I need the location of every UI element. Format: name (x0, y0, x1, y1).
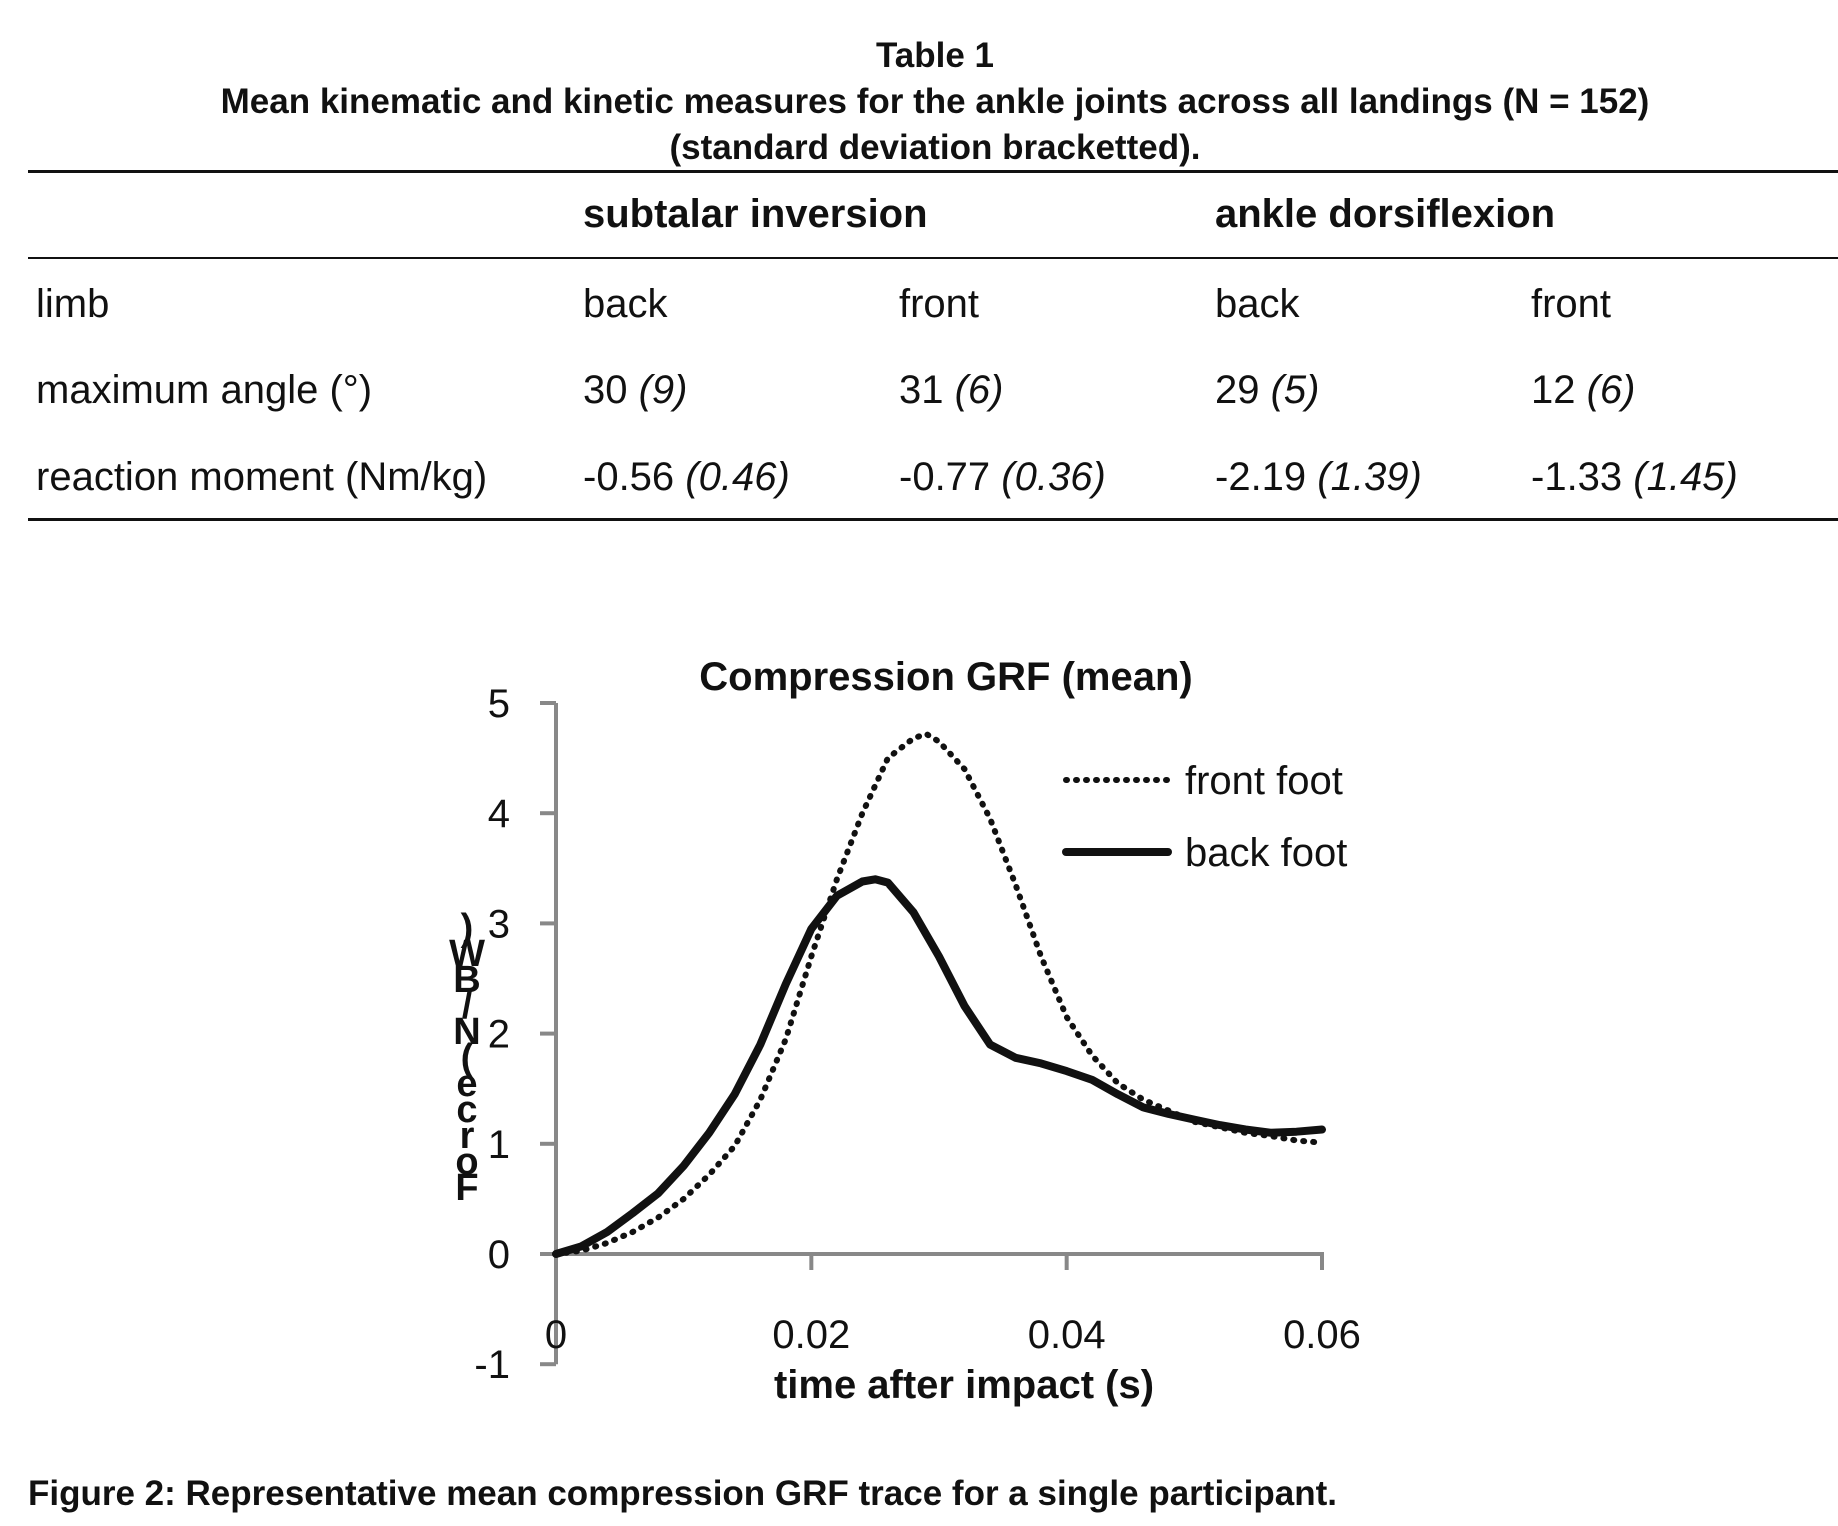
table-cell: 29 (5) (1215, 368, 1320, 412)
y-axis-label-char: ) (461, 907, 474, 949)
table-cell: front (1531, 282, 1612, 326)
group-header-dorsiflexion: ankle dorsiflexion (1215, 192, 1556, 236)
legend-label-front-foot: front foot (1185, 759, 1343, 803)
table-cell: -0.56 (0.46) (583, 455, 790, 499)
back-foot-series-line (552, 875, 1326, 1258)
y-tick-label: 1 (488, 1123, 510, 1167)
y-axis-label-char: / (462, 985, 473, 1027)
chart-legend: front foot back foot (1062, 759, 1347, 875)
table-cell: 31 (6) (899, 368, 1004, 412)
x-tick-label: 0 (545, 1313, 567, 1357)
x-tick-labels: 0 0.02 0.04 0.06 (545, 1313, 1361, 1357)
y-axis-label-char: N (453, 1011, 480, 1053)
x-axis-label: time after impact (s) (774, 1363, 1154, 1407)
table-title-line1: Mean kinematic and kinetic measures for … (220, 82, 1650, 121)
y-axis-label-char: r (460, 1115, 475, 1157)
x-tick-label: 0.02 (772, 1313, 850, 1357)
y-axis-label-char: c (456, 1089, 477, 1131)
table-cell: -0.77 (0.36) (899, 455, 1106, 499)
table-cell: back (1215, 282, 1300, 326)
table-cell: 30 (9) (583, 368, 688, 412)
chart-title: Compression GRF (mean) (699, 655, 1192, 699)
table-title-line2: (standard deviation bracketted). (669, 128, 1201, 167)
row-label: reaction moment (Nm/kg) (36, 455, 488, 499)
y-tick-label: 3 (488, 902, 510, 946)
y-axis-label-char: F (455, 1167, 478, 1209)
legend-label-back-foot: back foot (1185, 831, 1347, 875)
table-bottom-rule (28, 518, 1838, 521)
table-number: Table 1 (875, 36, 994, 75)
y-axis-label-char: o (455, 1141, 478, 1183)
y-tick-label: 0 (488, 1233, 510, 1277)
y-tick-labels: -1 0 1 2 3 4 5 (474, 682, 510, 1387)
table-cell: back (583, 282, 668, 326)
y-tick-label: -1 (474, 1343, 510, 1387)
y-tick-label: 5 (488, 682, 510, 726)
y-axis-label-char: e (456, 1063, 477, 1105)
plot-series (552, 730, 1326, 1258)
table-cell: -1.33 (1.45) (1531, 455, 1738, 499)
table-cell: -2.19 (1.39) (1215, 455, 1422, 499)
y-axis-label-char: ( (461, 1037, 474, 1079)
front-foot-series-line (553, 730, 1325, 1257)
y-axis-label-char: W (449, 933, 485, 975)
y-tick-label: 4 (488, 792, 510, 836)
table-header-rule (28, 257, 1838, 259)
table-cell: front (899, 282, 980, 326)
figure-caption: Figure 2: Representative mean compressio… (28, 1474, 1337, 1513)
x-tick-label: 0.04 (1028, 1313, 1106, 1357)
table-cell: 12 (6) (1531, 368, 1636, 412)
group-header-subtalar: subtalar inversion (583, 192, 928, 236)
row-label: limb (36, 282, 110, 326)
y-axis-label-char: B (453, 959, 480, 1001)
table-top-rule (28, 170, 1838, 173)
y-tick-label: 2 (488, 1013, 510, 1057)
row-label: maximum angle (°) (36, 368, 373, 412)
x-tick-label: 0.06 (1283, 1313, 1361, 1357)
